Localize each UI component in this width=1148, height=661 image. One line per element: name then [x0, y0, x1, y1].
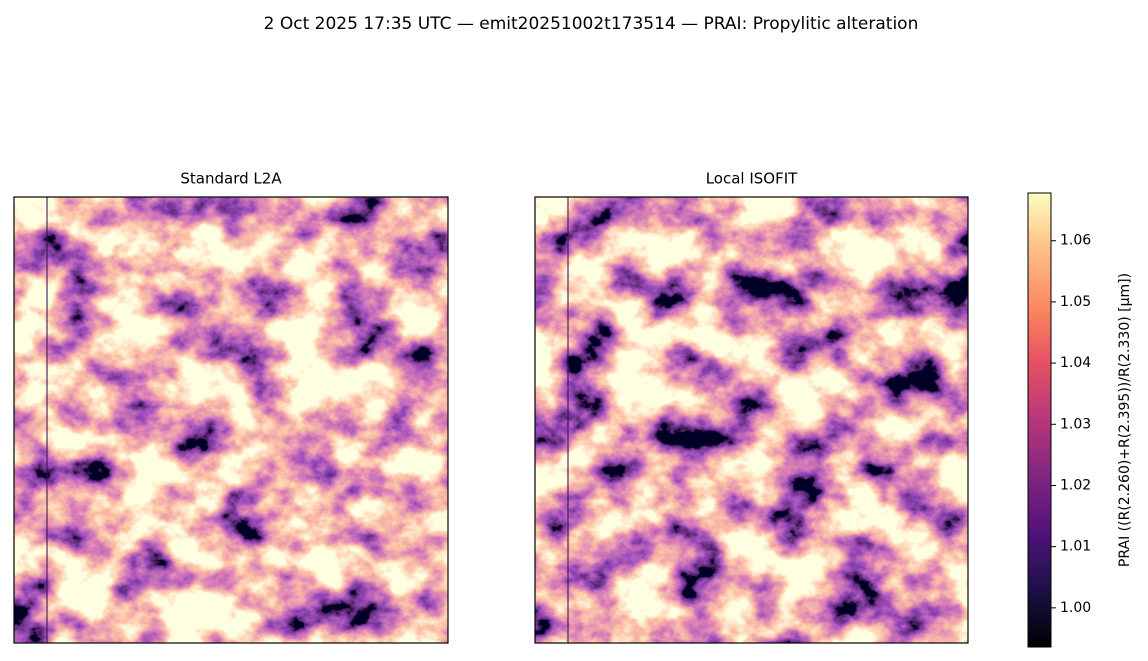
- colorbar-tick-label: 1.00: [1060, 600, 1091, 616]
- figure-title: 2 Oct 2025 17:35 UTC — emit20251002t1735…: [264, 14, 919, 34]
- colorbar: [1027, 192, 1052, 648]
- colorbar-tick-label: 1.06: [1060, 233, 1091, 249]
- colorbar-tick-label: 1.02: [1060, 477, 1091, 493]
- panel-title: Standard L2A: [180, 170, 282, 188]
- colorbar-tick-label: 1.03: [1060, 416, 1091, 432]
- panel-title: Local ISOFIT: [706, 170, 798, 188]
- colorbar-tick-label: 1.05: [1060, 294, 1091, 310]
- panel-frame: [534, 196, 969, 644]
- colorbar-label: PRAI ((R(2.260)+R(2.395))/R(2.330) [µm]): [1117, 273, 1133, 567]
- image: [14, 197, 448, 643]
- image: [535, 197, 968, 643]
- colorbar-tick-label: 1.01: [1060, 539, 1091, 555]
- panel-frame: [13, 196, 449, 644]
- colorbar-tick-label: 1.04: [1060, 355, 1091, 371]
